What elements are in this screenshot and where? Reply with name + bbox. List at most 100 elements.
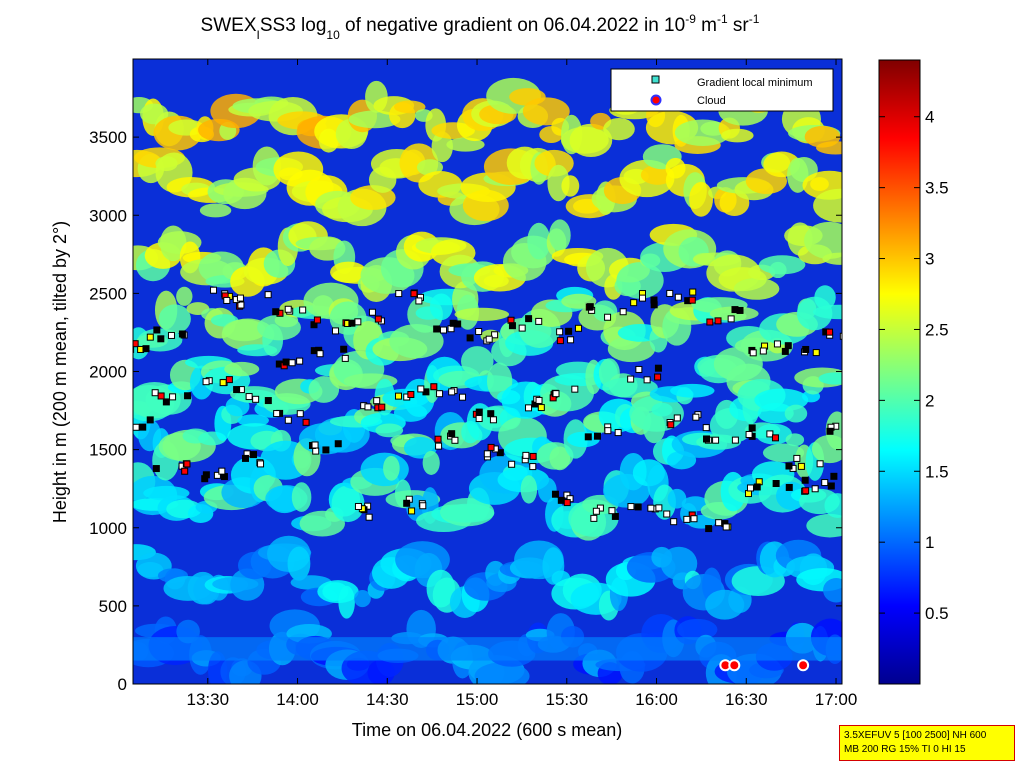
- gradient-minimum-marker: [378, 403, 386, 411]
- heatmap-cell: [651, 402, 673, 417]
- gradient-minimum-marker: [619, 308, 627, 316]
- gradient-minimum-marker: [410, 290, 418, 298]
- heatmap-cell: [331, 485, 365, 523]
- gradient-minimum-marker: [162, 398, 170, 406]
- gradient-minimum-marker: [257, 460, 265, 468]
- gradient-minimum-marker: [627, 375, 635, 383]
- heatmap-cell: [431, 131, 453, 163]
- heatmap-cell: [354, 590, 371, 608]
- gradient-minimum-marker: [839, 332, 842, 340]
- gradient-minimum-marker: [284, 305, 292, 313]
- gradient-minimum-marker: [436, 390, 444, 398]
- info-line-1: 3.5XEFUV 5 [100 2500] NH 600: [844, 730, 987, 741]
- gradient-minimum-marker: [537, 404, 545, 412]
- x-axis-label: Time on 06.04.2022 (600 s mean): [352, 720, 623, 740]
- heatmap-cell: [199, 203, 232, 218]
- gradient-minimum-marker: [826, 427, 834, 435]
- gradient-minimum-marker: [466, 334, 474, 342]
- heatmap-cell: [603, 117, 635, 141]
- gradient-minimum-marker: [202, 378, 210, 386]
- gradient-minimum-marker: [434, 435, 442, 443]
- gradient-minimum-marker: [841, 423, 842, 431]
- x-tick-label: 14:30: [366, 690, 409, 709]
- heatmap-cell: [383, 455, 400, 481]
- gradient-minimum-marker: [146, 416, 154, 424]
- gradient-minimum-marker: [332, 327, 340, 335]
- gradient-minimum-marker: [667, 421, 675, 429]
- gradient-minimum-marker: [593, 432, 601, 440]
- gradient-minimum-marker: [614, 429, 622, 437]
- gradient-minimum-marker: [712, 436, 720, 444]
- gradient-minimum-marker: [233, 386, 241, 394]
- gradient-minimum-marker: [459, 393, 467, 401]
- gradient-minimum-marker: [773, 340, 781, 348]
- y-tick-label: 1000: [89, 519, 127, 538]
- gradient-minimum-marker: [736, 306, 744, 314]
- heatmap-cell: [824, 493, 842, 518]
- gradient-minimum-marker: [448, 388, 456, 396]
- gradient-minimum-marker: [611, 512, 619, 520]
- gradient-minimum-marker: [604, 427, 612, 435]
- gradient-minimum-marker: [688, 296, 696, 304]
- heatmap-cell: [709, 306, 759, 321]
- gradient-minimum-marker: [272, 308, 280, 316]
- y-tick-label: 500: [99, 597, 127, 616]
- gradient-minimum-marker: [639, 294, 647, 302]
- gradient-minimum-marker: [485, 335, 493, 343]
- gradient-minimum-marker: [245, 393, 253, 401]
- gradient-minimum-marker: [797, 462, 805, 470]
- gradient-minimum-marker: [146, 333, 154, 341]
- heatmap-cell: [158, 304, 191, 334]
- gradient-minimum-marker: [133, 340, 139, 348]
- gradient-minimum-marker: [826, 328, 834, 336]
- gradient-minimum-marker: [529, 463, 537, 471]
- gradient-minimum-marker: [785, 462, 793, 470]
- gradient-minimum-marker: [749, 349, 757, 357]
- x-tick-label: 16:00: [635, 690, 678, 709]
- gradient-minimum-marker: [395, 290, 403, 298]
- gradient-minimum-marker: [722, 523, 730, 531]
- heatmap-cell: [461, 346, 494, 377]
- gradient-minimum-marker: [419, 502, 427, 510]
- gradient-minimum-marker: [655, 504, 663, 512]
- colorbar-frame: [878, 59, 921, 685]
- y-axis-label: Height in m (200 m mean, tilted by 2°): [50, 221, 70, 523]
- gradient-minimum-marker: [766, 430, 774, 438]
- gradient-minimum-marker: [142, 345, 150, 353]
- gradient-minimum-marker: [408, 507, 416, 515]
- gradient-minimum-marker: [574, 324, 582, 332]
- heatmap-cell: [733, 277, 780, 300]
- y-tick-label: 2500: [89, 284, 127, 303]
- gradient-minimum-marker: [816, 460, 824, 468]
- heatmap-cell: [291, 482, 312, 512]
- gradient-minimum-marker: [496, 449, 504, 457]
- gradient-minimum-marker: [449, 319, 457, 327]
- heatmap-cell: [806, 513, 842, 538]
- gradient-minimum-marker: [440, 326, 448, 334]
- gradient-minimum-marker: [673, 414, 681, 422]
- legend-minimum-marker-icon: [651, 75, 660, 84]
- gradient-minimum-marker: [288, 359, 296, 367]
- heatmap-cell: [758, 255, 806, 275]
- gradient-minimum-marker: [348, 319, 356, 327]
- gradient-minimum-marker: [133, 423, 140, 431]
- colorbar-ticks: 0.5 1 1.5 2 2.5 3 3.5 4: [879, 108, 949, 623]
- gradient-minimum-marker: [430, 383, 438, 391]
- gradient-minimum-marker: [781, 347, 789, 355]
- legend-box: [610, 68, 834, 112]
- gradient-minimum-marker: [225, 376, 233, 384]
- gradient-minimum-marker: [435, 442, 443, 450]
- gradient-minimum-marker: [152, 465, 160, 473]
- gradient-minimum-marker: [374, 315, 382, 323]
- gradient-minimum-marker: [650, 301, 658, 309]
- gradient-minimum-marker: [284, 416, 292, 424]
- gradient-minimum-marker: [731, 436, 739, 444]
- gradient-minimum-marker: [213, 471, 221, 479]
- gradient-minimum-marker: [522, 451, 530, 459]
- gradient-minimum-marker: [745, 430, 753, 438]
- gradient-minimum-marker: [746, 484, 754, 492]
- heatmap-cell: [308, 376, 340, 403]
- gradient-minimum-marker: [563, 499, 571, 507]
- legend-entry-minimum: Gradient local minimum: [697, 77, 813, 89]
